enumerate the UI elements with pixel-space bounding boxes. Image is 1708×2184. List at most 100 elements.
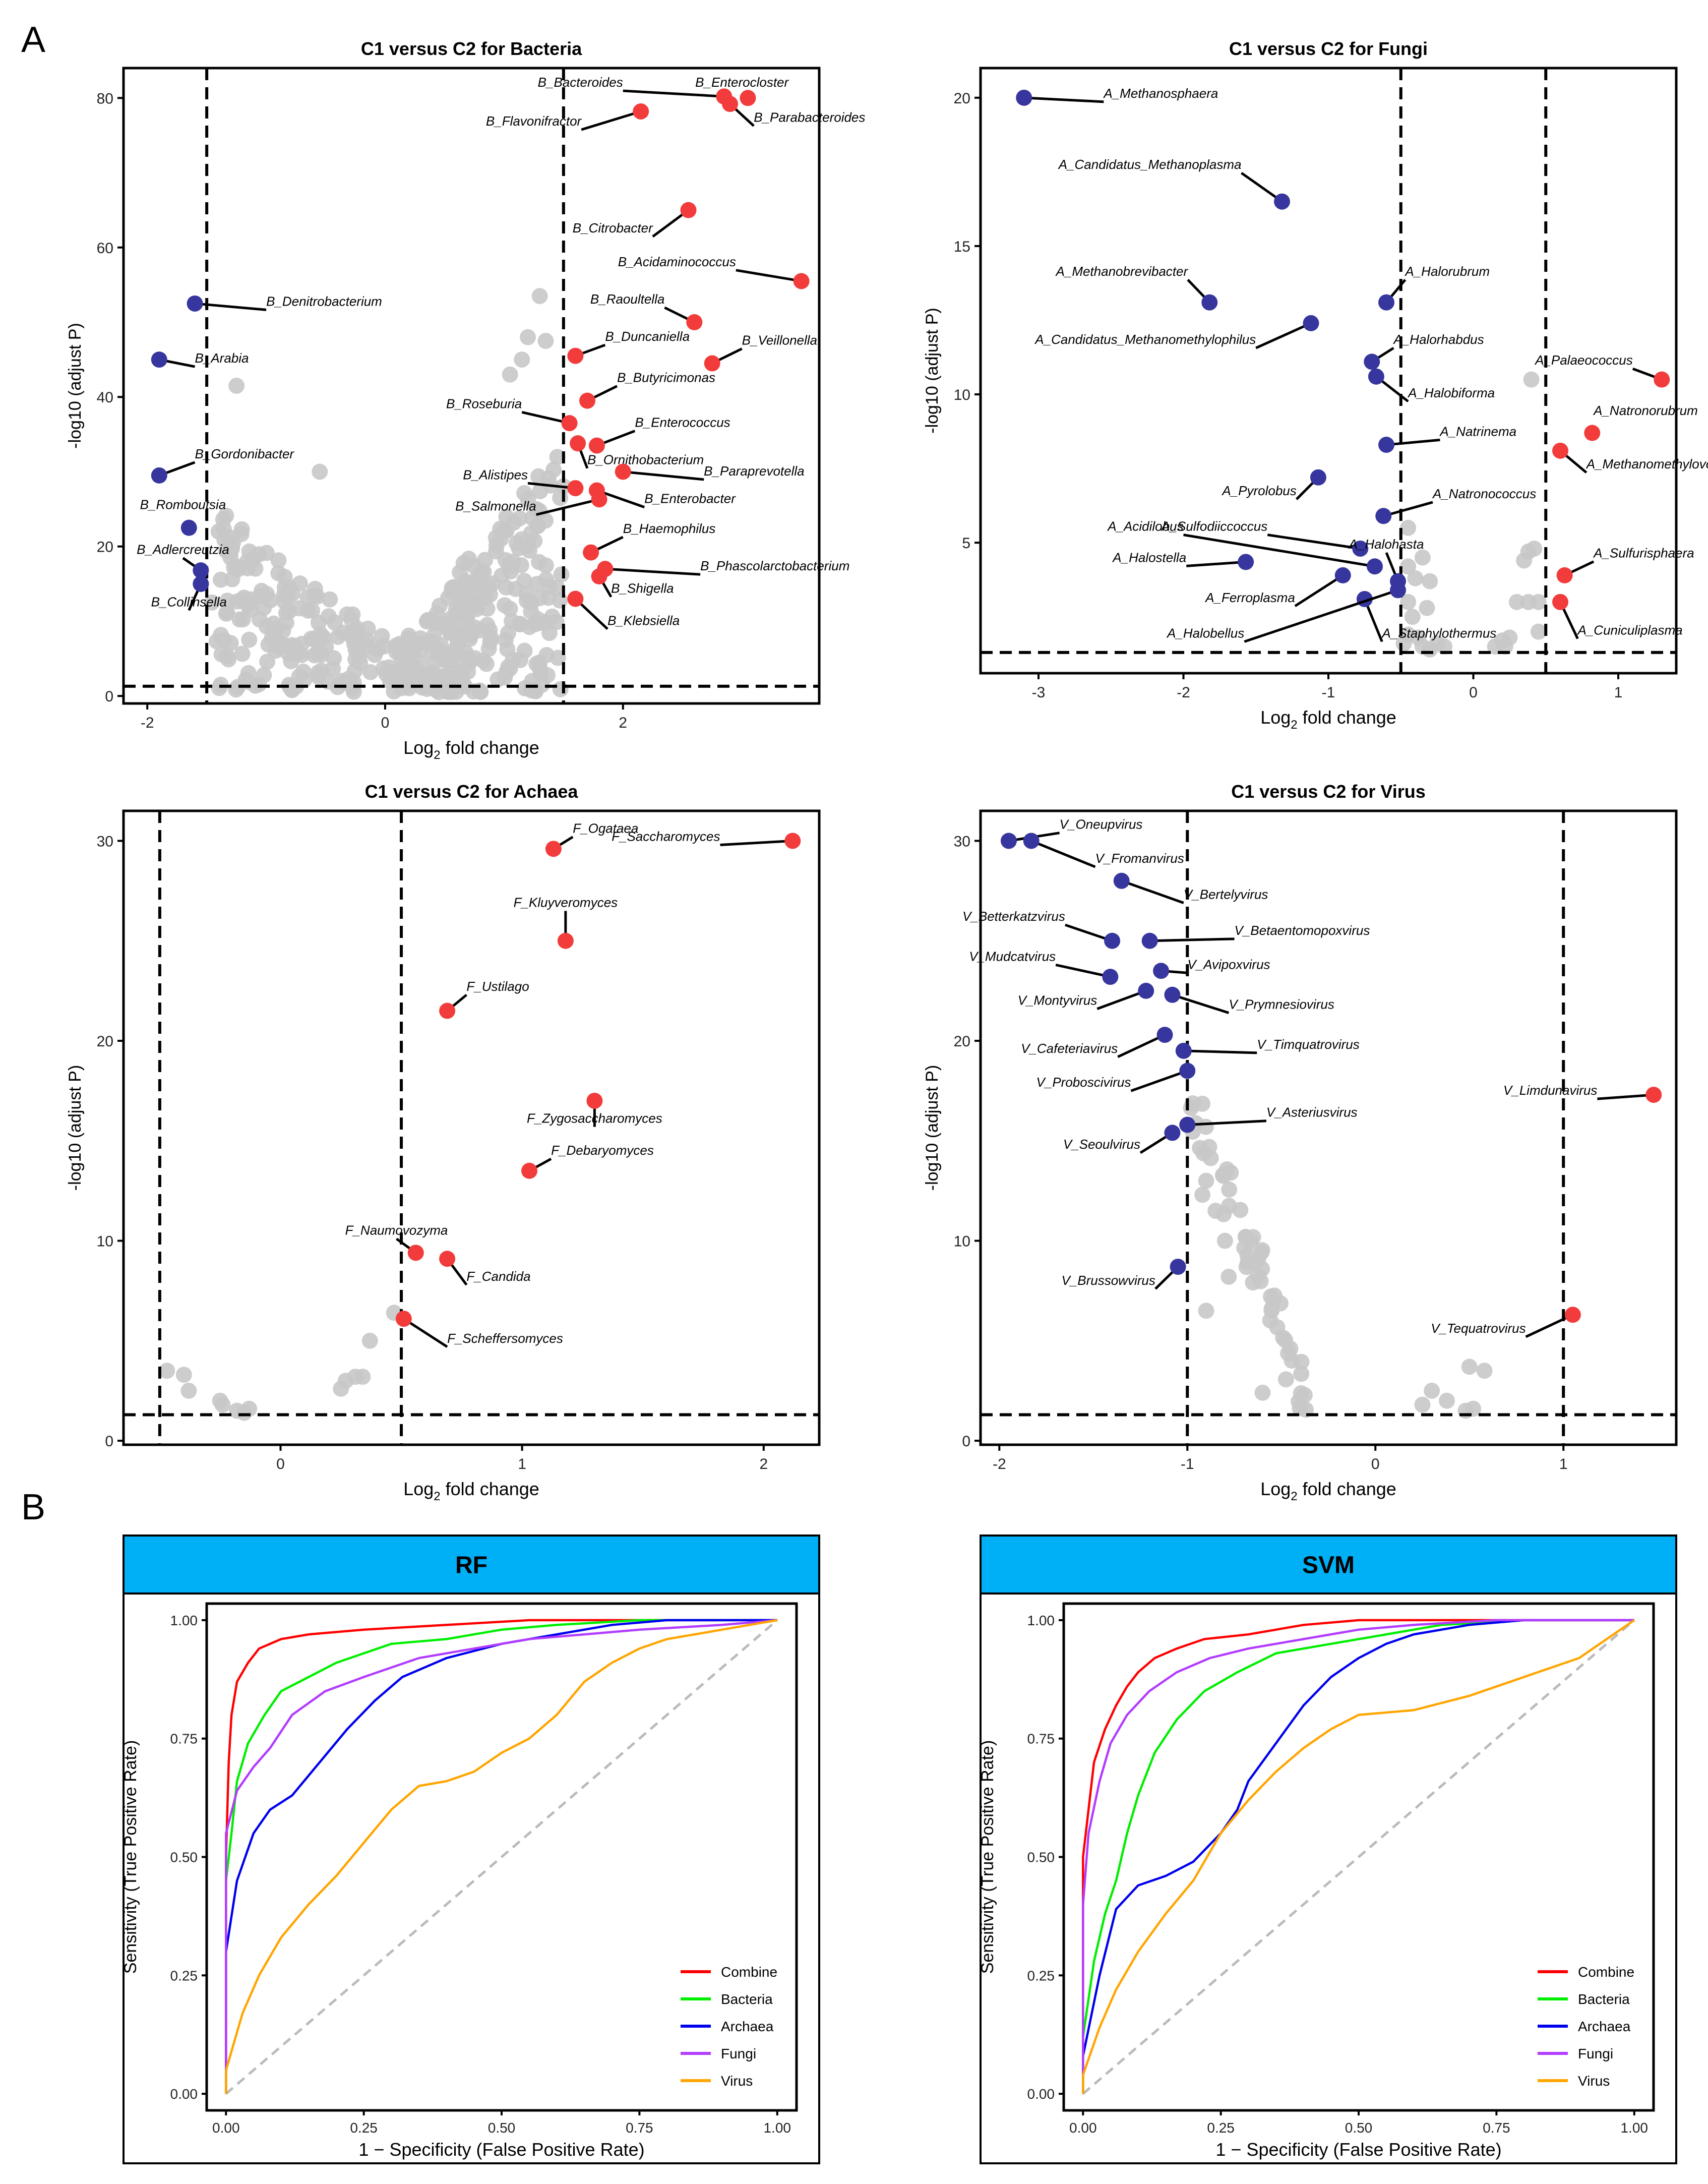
- significant-point: [722, 96, 739, 112]
- ns-point: [482, 633, 499, 650]
- ns-point: [180, 1382, 197, 1399]
- x-tick-label: 0.25: [1207, 2120, 1235, 2136]
- roc-curve-combine: [225, 1619, 777, 2094]
- ns-point: [299, 589, 316, 606]
- significant-point: [1654, 371, 1670, 388]
- legend-label: Bacteria: [721, 1991, 773, 2007]
- label-connector: [1241, 171, 1283, 203]
- significant-point: [588, 437, 605, 454]
- facet-strip-title: SVM: [1302, 1552, 1355, 1579]
- chart-title: C1 versus C2 for Achaea: [365, 781, 579, 802]
- point-label: B_Romboutsia: [140, 497, 226, 512]
- point-label: A_Sulfurisphaera: [1593, 546, 1694, 561]
- x-axis-label: Log2 fold change: [403, 1479, 539, 1503]
- x-axis-label-rest: fold change: [1298, 707, 1396, 728]
- roc-curve-fungi: [1082, 1619, 1634, 2094]
- point-label: V_Cafeteriavirus: [1021, 1041, 1118, 1056]
- ns-point: [352, 655, 369, 671]
- ns-point: [241, 1400, 258, 1417]
- significant-point: [1556, 567, 1573, 583]
- ns-point: [281, 579, 297, 596]
- legend-label: Combine: [1578, 1964, 1634, 1980]
- ns-point: [310, 665, 326, 681]
- significant-point: [193, 562, 209, 579]
- x-tick-label: 0.00: [212, 2120, 240, 2136]
- label-connector: [623, 89, 724, 98]
- significant-point: [615, 463, 631, 480]
- y-tick-label: 5: [962, 535, 970, 552]
- volcano-plot-4: C1 versus C2 for Virus V_Oneupvirus V_From…: [923, 781, 1678, 1503]
- point-label: V_Mudcatvirus: [969, 949, 1056, 964]
- point-label: F_Ogataea: [573, 821, 638, 836]
- x-tick-label: 0.50: [488, 2120, 516, 2136]
- x-axis-label-main: Log: [403, 737, 434, 758]
- point-label: B_Citrobacter: [573, 220, 653, 235]
- point-label: A_Halobellus: [1166, 625, 1244, 640]
- ns-point: [457, 574, 473, 591]
- label-connector: [403, 1318, 448, 1348]
- significant-point: [193, 575, 209, 592]
- ns-point: [362, 664, 379, 680]
- y-axis-label: -log10 (adjust P): [66, 323, 85, 448]
- facet-strip: [980, 1534, 1677, 1595]
- point-label: A_Staphylothermus: [1381, 625, 1496, 640]
- ns-point: [346, 635, 362, 652]
- significant-point: [1175, 1042, 1192, 1059]
- label-connector: [605, 567, 701, 576]
- point-label: F_Ustilago: [466, 979, 529, 994]
- significant-point: [1141, 932, 1158, 949]
- point-label: B_Roseburia: [446, 396, 522, 411]
- ns-point: [492, 520, 509, 537]
- ns-point: [432, 670, 449, 687]
- ns-point: [1198, 1172, 1214, 1189]
- x-tick-label: -2: [141, 715, 154, 731]
- ns-point: [1530, 623, 1547, 640]
- point-label: B_Collinsella: [151, 594, 227, 609]
- ns-point: [283, 681, 300, 698]
- ns-point: [1476, 1363, 1493, 1379]
- significant-point: [793, 273, 810, 289]
- ns-point: [1400, 594, 1417, 610]
- y-tick-label: 0.00: [170, 2086, 198, 2102]
- ns-point: [523, 603, 539, 620]
- ns-point: [460, 551, 477, 567]
- ns-point: [401, 646, 417, 663]
- ns-point: [458, 644, 474, 661]
- point-label: V_Oneupvirus: [1060, 817, 1143, 832]
- plot-frame: [122, 67, 821, 705]
- ns-point: [1422, 573, 1438, 589]
- significant-point: [439, 1251, 456, 1267]
- significant-point: [591, 568, 607, 584]
- ns-point: [260, 636, 277, 653]
- ns-point: [291, 600, 308, 617]
- significant-point: [567, 591, 584, 607]
- x-tick-label: 1.00: [763, 2120, 791, 2136]
- ns-point: [1266, 1287, 1283, 1304]
- point-label: A_Methanomethylovorans: [1585, 456, 1708, 471]
- x-tick-label: -1: [1322, 684, 1335, 701]
- significant-point: [407, 1245, 424, 1261]
- x-axis-label-subscript: 2: [1291, 718, 1297, 732]
- x-tick-label: -2: [1177, 684, 1190, 701]
- ns-point: [1245, 1229, 1261, 1246]
- significant-point: [1352, 540, 1369, 557]
- significant-point: [704, 355, 720, 372]
- ns-point: [270, 552, 287, 569]
- volcano-plot-1: C1 versus C2 for Bacteria B_Bacteroides B_…: [66, 38, 865, 762]
- ns-point: [367, 646, 383, 663]
- ns-point: [318, 638, 334, 655]
- significant-point: [1334, 567, 1351, 583]
- point-label: A_Halorubrum: [1404, 264, 1490, 279]
- ns-point: [400, 630, 417, 647]
- ns-point: [214, 1396, 231, 1413]
- ns-point: [220, 651, 237, 668]
- significant-point: [570, 435, 586, 452]
- ns-point: [330, 628, 346, 645]
- point-label: B_Gordonibacter: [195, 446, 295, 461]
- x-axis-label: Log2 fold change: [1260, 707, 1396, 732]
- ns-point: [1207, 1203, 1224, 1219]
- panel-label-b: B: [21, 1487, 46, 1527]
- ns-point: [529, 576, 545, 593]
- significant-point: [1102, 969, 1119, 985]
- significant-point: [1113, 872, 1130, 889]
